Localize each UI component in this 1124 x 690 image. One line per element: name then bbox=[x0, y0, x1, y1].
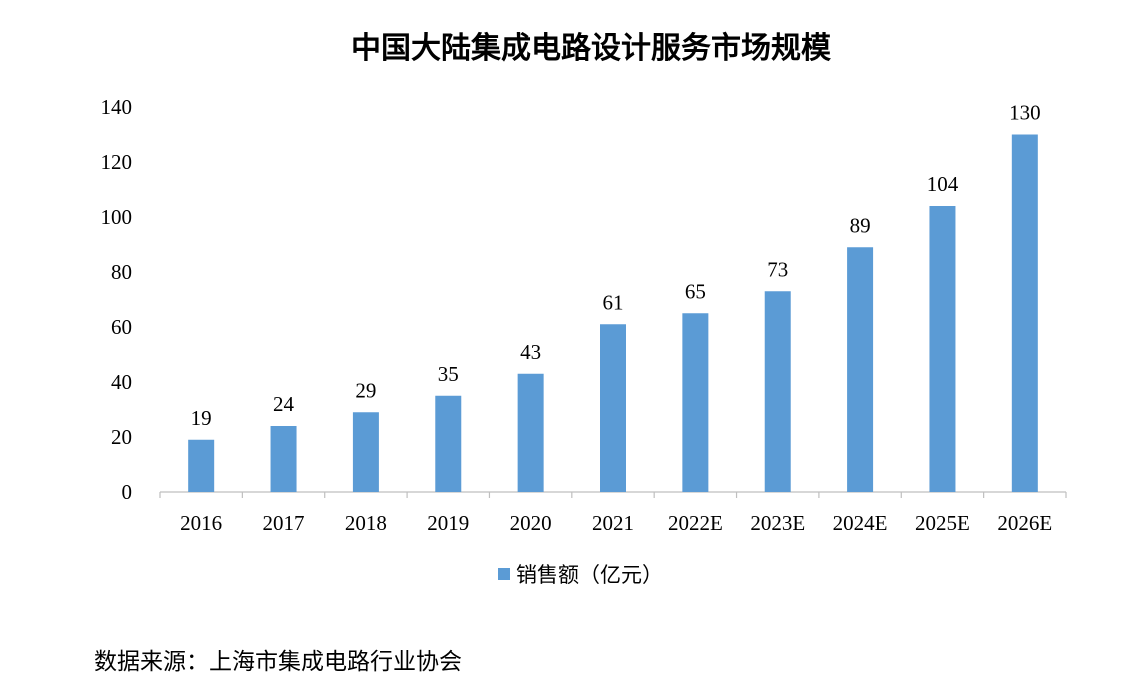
y-tick-label: 40 bbox=[111, 370, 132, 394]
y-tick-label: 140 bbox=[101, 95, 133, 119]
x-tick-label: 2020 bbox=[510, 511, 552, 535]
y-axis: 0 20 40 60 80 100 120 140 bbox=[101, 95, 133, 504]
x-tick-label: 2021 bbox=[592, 511, 634, 535]
source-note: 数据来源：上海市集成电路行业协会 bbox=[94, 649, 462, 675]
bar bbox=[600, 324, 626, 492]
chart-title: 中国大陆集成电路设计服务市场规模 bbox=[351, 31, 831, 66]
x-axis: 2016 2017 2018 2019 2020 2021 2022E 2023E 2024E 2… bbox=[159, 491, 1067, 535]
bar bbox=[1011, 134, 1038, 492]
y-tick-label: 100 bbox=[101, 205, 133, 229]
x-tick-label: 2024E bbox=[833, 511, 888, 535]
x-tick-label: 2016 bbox=[180, 511, 222, 535]
y-tick-label: 60 bbox=[111, 315, 132, 339]
bar bbox=[435, 395, 462, 492]
bar bbox=[682, 313, 709, 492]
data-label: 61 bbox=[603, 290, 624, 314]
legend: 销售额（亿元） bbox=[498, 563, 663, 587]
data-label: 29 bbox=[355, 378, 376, 402]
data-label: 43 bbox=[520, 340, 541, 364]
x-tick-label: 2022E bbox=[668, 511, 723, 535]
bar bbox=[764, 291, 791, 492]
y-tick-label: 0 bbox=[122, 480, 133, 504]
bar bbox=[929, 206, 956, 492]
bar bbox=[847, 247, 874, 492]
bar bbox=[270, 426, 297, 492]
data-label: 65 bbox=[685, 279, 706, 303]
y-tick-label: 120 bbox=[101, 150, 133, 174]
data-label: 104 bbox=[927, 172, 959, 196]
data-label: 73 bbox=[767, 257, 788, 281]
x-tick-label: 2026E bbox=[997, 511, 1052, 535]
x-tick-label: 2017 bbox=[263, 511, 305, 535]
y-tick-label: 80 bbox=[111, 260, 132, 284]
x-tick-label: 2025E bbox=[915, 511, 970, 535]
data-label: 19 bbox=[191, 406, 212, 430]
data-label: 89 bbox=[850, 213, 871, 237]
bar-series: 19 24 29 35 43 61 65 73 89 104 130 bbox=[188, 101, 1041, 492]
x-tick-label: 2023E bbox=[750, 511, 805, 535]
legend-swatch bbox=[498, 568, 510, 580]
bar bbox=[352, 412, 379, 492]
bar bbox=[188, 439, 215, 492]
data-label: 24 bbox=[273, 392, 295, 416]
y-tick-label: 20 bbox=[111, 425, 132, 449]
x-tick-label: 2018 bbox=[345, 511, 387, 535]
data-label: 35 bbox=[438, 362, 459, 386]
x-tick-label: 2019 bbox=[427, 511, 469, 535]
legend-label: 销售额（亿元） bbox=[516, 563, 663, 587]
bar bbox=[517, 373, 544, 492]
data-label: 130 bbox=[1009, 101, 1041, 125]
